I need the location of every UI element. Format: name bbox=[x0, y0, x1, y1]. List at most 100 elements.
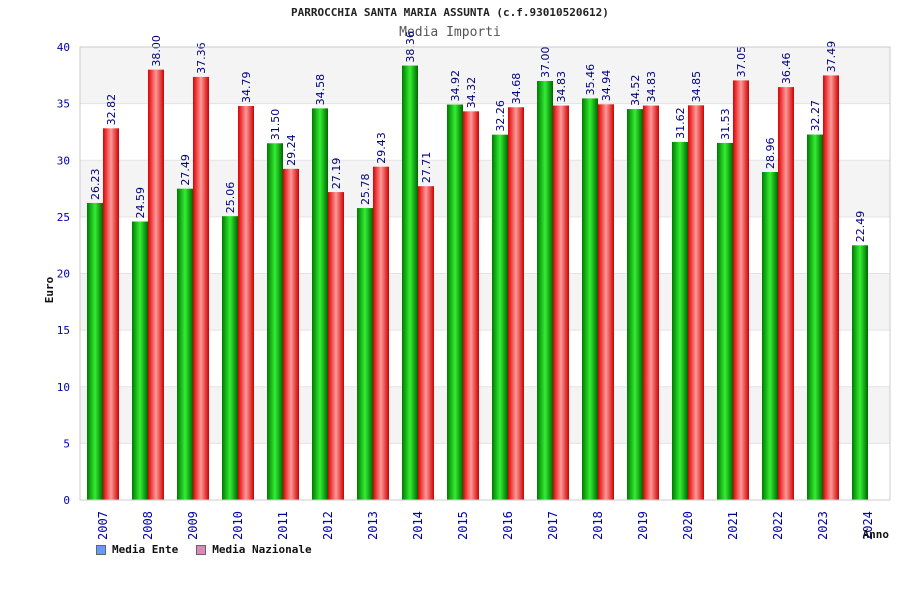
value-label-media-nazionale-2022: 36.46 bbox=[780, 53, 793, 85]
value-label-media-ente-2021: 31.53 bbox=[719, 108, 732, 140]
bar-media-ente-2019 bbox=[627, 109, 643, 500]
y-tick-label: 5 bbox=[63, 437, 70, 450]
value-label-media-ente-2009: 27.49 bbox=[179, 154, 192, 186]
bar-media-ente-2007 bbox=[87, 202, 103, 500]
bar-media-nazionale-2015 bbox=[463, 111, 479, 501]
legend: Media Ente Media Nazionale bbox=[96, 543, 312, 556]
value-label-media-ente-2013: 25.78 bbox=[359, 174, 372, 206]
bar-media-ente-2020 bbox=[672, 141, 688, 500]
grid-band bbox=[80, 273, 890, 331]
grid-band bbox=[80, 160, 890, 217]
x-tick-label: 2020 bbox=[681, 511, 695, 540]
x-tick-label: 2021 bbox=[726, 511, 740, 540]
value-label-media-nazionale-2011: 29.24 bbox=[285, 134, 298, 166]
bar-media-ente-2021 bbox=[717, 142, 733, 501]
value-label-media-nazionale-2015: 34.32 bbox=[465, 77, 478, 109]
y-axis-label: Euro bbox=[43, 276, 56, 303]
x-tick-label: 2011 bbox=[276, 511, 290, 540]
bar-media-nazionale-2008 bbox=[148, 69, 164, 501]
bar-media-nazionale-2018 bbox=[598, 104, 614, 500]
bar-media-nazionale-2014 bbox=[418, 186, 434, 500]
value-label-media-nazionale-2017: 34.83 bbox=[555, 71, 568, 103]
x-tick-label: 2010 bbox=[231, 511, 245, 540]
value-label-media-ente-2007: 26.23 bbox=[89, 168, 102, 200]
value-label-media-ente-2015: 34.92 bbox=[449, 70, 462, 102]
value-label-media-nazionale-2020: 34.85 bbox=[690, 71, 703, 103]
x-tick-label: 2015 bbox=[456, 511, 470, 540]
y-tick-label: 15 bbox=[57, 324, 70, 337]
value-label-media-ente-2019: 34.52 bbox=[629, 75, 642, 107]
legend-label-media-nazionale: Media Nazionale bbox=[212, 543, 312, 556]
x-tick-label: 2024 bbox=[861, 511, 875, 540]
x-tick-label: 2009 bbox=[186, 511, 200, 540]
chart-subtitle: Media Importi bbox=[399, 25, 501, 40]
x-tick-label: 2007 bbox=[96, 511, 110, 540]
value-label-media-ente-2016: 32.26 bbox=[494, 100, 507, 132]
bar-media-ente-2018 bbox=[582, 98, 598, 500]
value-label-media-ente-2022: 28.96 bbox=[764, 138, 777, 170]
value-label-media-nazionale-2016: 34.68 bbox=[510, 73, 523, 105]
value-label-media-nazionale-2010: 34.79 bbox=[240, 72, 253, 104]
bar-media-ente-2014 bbox=[402, 65, 418, 500]
x-tick-label: 2023 bbox=[816, 511, 830, 540]
bar-media-nazionale-2009 bbox=[193, 76, 209, 500]
bar-media-nazionale-2020 bbox=[688, 105, 704, 500]
y-tick-label: 40 bbox=[57, 41, 70, 54]
y-tick-label: 0 bbox=[63, 494, 70, 507]
x-tick-label: 2014 bbox=[411, 511, 425, 540]
bar-media-nazionale-2010 bbox=[238, 106, 254, 501]
y-tick-label: 25 bbox=[57, 211, 70, 224]
bar-media-ente-2012 bbox=[312, 108, 328, 500]
value-label-media-ente-2018: 35.46 bbox=[584, 64, 597, 96]
value-label-media-nazionale-2009: 37.36 bbox=[195, 42, 208, 74]
x-tick-label: 2016 bbox=[501, 511, 515, 540]
bar-media-nazionale-2019 bbox=[643, 105, 659, 501]
legend-label-media-ente: Media Ente bbox=[112, 543, 179, 556]
bar-media-ente-2017 bbox=[537, 80, 553, 500]
grid-band bbox=[80, 216, 890, 274]
legend-swatch-media-nazionale bbox=[196, 544, 207, 555]
value-label-media-nazionale-2023: 37.49 bbox=[825, 41, 838, 73]
value-label-media-ente-2012: 34.58 bbox=[314, 74, 327, 106]
grid-band bbox=[80, 386, 890, 444]
x-tick-label: 2018 bbox=[591, 511, 605, 540]
legend-item-media-ente: Media Ente bbox=[96, 543, 178, 556]
bar-media-nazionale-2012 bbox=[328, 192, 344, 501]
y-tick-label: 10 bbox=[57, 381, 70, 394]
value-label-media-nazionale-2014: 27.71 bbox=[420, 152, 433, 184]
grid-band bbox=[80, 443, 890, 500]
value-label-media-ente-2020: 31.62 bbox=[674, 107, 687, 139]
legend-item-media-nazionale: Media Nazionale bbox=[196, 543, 312, 556]
y-tick-label: 30 bbox=[57, 154, 70, 167]
y-tick-label: 20 bbox=[57, 268, 70, 281]
x-tick-label: 2019 bbox=[636, 511, 650, 540]
bar-media-ente-2022 bbox=[762, 172, 778, 500]
bar-media-nazionale-2017 bbox=[553, 105, 569, 501]
value-label-media-nazionale-2008: 38.00 bbox=[150, 35, 163, 67]
bar-media-ente-2008 bbox=[132, 221, 148, 500]
bar-media-ente-2023 bbox=[807, 134, 823, 501]
y-tick-label: 35 bbox=[57, 98, 70, 111]
value-label-media-ente-2024: 22.49 bbox=[854, 211, 867, 243]
bar-media-nazionale-2016 bbox=[508, 107, 524, 501]
value-label-media-nazionale-2018: 34.94 bbox=[600, 70, 613, 102]
bar-media-nazionale-2007 bbox=[103, 128, 119, 500]
value-label-media-nazionale-2021: 37.05 bbox=[735, 46, 748, 78]
value-label-media-ente-2008: 24.59 bbox=[134, 187, 147, 219]
bar-media-ente-2024 bbox=[852, 245, 868, 500]
value-label-media-ente-2017: 37.00 bbox=[539, 46, 552, 78]
bar-media-ente-2009 bbox=[177, 188, 193, 500]
bar-media-nazionale-2021 bbox=[733, 80, 749, 500]
value-label-media-ente-2023: 32.27 bbox=[809, 100, 822, 132]
x-tick-label: 2013 bbox=[366, 511, 380, 540]
bar-media-nazionale-2013 bbox=[373, 166, 389, 500]
x-tick-label: 2008 bbox=[141, 511, 155, 540]
grid-band bbox=[80, 330, 890, 387]
value-label-media-nazionale-2012: 27.19 bbox=[330, 158, 343, 190]
legend-swatch-media-ente bbox=[96, 544, 106, 555]
value-label-media-nazionale-2019: 34.83 bbox=[645, 71, 658, 103]
grid-band bbox=[80, 47, 890, 104]
chart-title: PARROCCHIA SANTA MARIA ASSUNTA (c.f.9301… bbox=[291, 6, 609, 19]
bar-media-nazionale-2011 bbox=[283, 168, 299, 500]
